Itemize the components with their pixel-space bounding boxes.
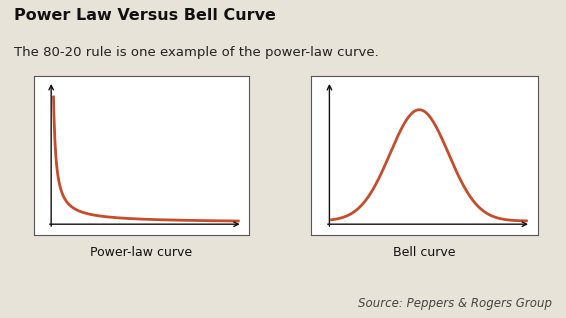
Text: The 80-20 rule is one example of the power-law curve.: The 80-20 rule is one example of the pow…: [14, 46, 379, 59]
Text: Power Law Versus Bell Curve: Power Law Versus Bell Curve: [14, 8, 276, 23]
Text: Bell curve: Bell curve: [393, 246, 456, 259]
Text: Power-law curve: Power-law curve: [91, 246, 192, 259]
Text: Source: Peppers & Rogers Group: Source: Peppers & Rogers Group: [358, 297, 552, 310]
